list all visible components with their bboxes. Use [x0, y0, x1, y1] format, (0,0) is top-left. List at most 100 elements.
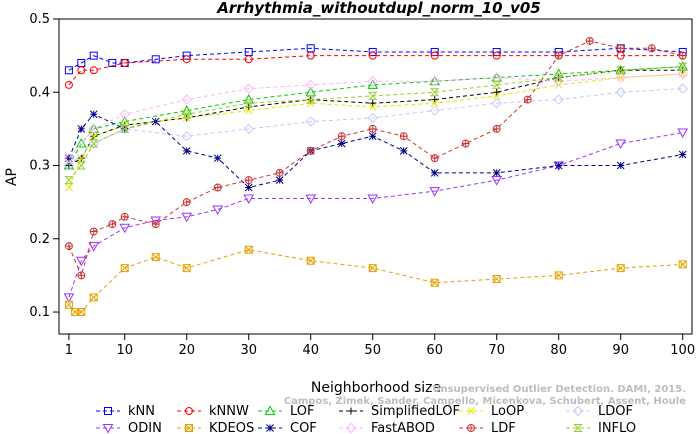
legend-label: kNN: [128, 404, 155, 419]
data-point: [523, 95, 532, 104]
data-point: [677, 62, 688, 71]
legend-label: LoOP: [491, 404, 524, 419]
series-fastabod: [63, 68, 688, 164]
series-inflo: [64, 62, 688, 185]
data-point: [64, 176, 74, 185]
legend-item-knn: kNN: [96, 404, 155, 419]
data-point: [306, 146, 315, 155]
data-point: [492, 168, 501, 177]
series-group: [63, 36, 689, 317]
x-tick-label: 40: [302, 343, 319, 358]
y-axis-title: AP: [4, 168, 20, 186]
x-tick-label: 1: [65, 343, 73, 358]
data-point: [368, 124, 377, 133]
data-point: [347, 407, 355, 415]
data-point: [89, 132, 98, 141]
data-point: [305, 116, 316, 127]
data-point: [275, 176, 284, 185]
legend-item-kdeos: KDEOS: [177, 421, 254, 434]
data-point: [76, 161, 87, 170]
data-point: [120, 124, 130, 133]
series-cof: [65, 110, 687, 192]
data-point: [104, 407, 112, 415]
data-point: [429, 105, 440, 116]
legend-label: LOF: [290, 404, 315, 419]
data-point: [88, 123, 99, 135]
data-point: [615, 87, 626, 98]
data-point: [181, 94, 192, 105]
data-point: [492, 124, 501, 133]
legend-item-ldf: LDF: [459, 421, 516, 434]
data-point: [181, 131, 192, 142]
legend-label: KDEOS: [209, 421, 254, 434]
data-point: [185, 407, 193, 415]
data-point: [368, 103, 377, 111]
series-knn: [64, 44, 687, 75]
data-point: [64, 242, 73, 251]
data-point: [243, 83, 254, 94]
x-tick-label: 10: [116, 343, 133, 358]
x-tick-label: 100: [670, 343, 695, 358]
data-point: [430, 99, 439, 108]
series-lof: [63, 61, 689, 170]
data-point: [88, 242, 100, 252]
data-point: [572, 405, 584, 417]
data-point: [430, 51, 439, 60]
legend-label: FastABOD: [371, 421, 435, 434]
data-point: [615, 66, 626, 75]
data-point: [491, 176, 503, 186]
data-point: [120, 58, 129, 67]
data-point: [182, 55, 191, 64]
data-point: [554, 51, 563, 60]
data-point: [677, 83, 688, 94]
data-point: [89, 227, 98, 236]
data-point: [491, 98, 502, 109]
data-point: [367, 112, 378, 124]
data-point: [266, 424, 274, 432]
data-point: [553, 76, 564, 87]
data-point: [182, 110, 192, 119]
data-point: [367, 79, 379, 89]
series-line: [68, 66, 683, 181]
data-point: [492, 51, 501, 60]
data-point: [75, 256, 87, 267]
data-point: [151, 220, 160, 229]
data-point: [491, 80, 502, 89]
data-point: [367, 76, 378, 87]
data-point: [678, 150, 687, 159]
data-point: [77, 308, 86, 317]
data-point: [89, 110, 98, 119]
data-point: [244, 245, 253, 254]
data-point: [585, 36, 594, 45]
legend-item-inflo: INFLO: [566, 421, 636, 434]
x-tick-label: 60: [426, 343, 443, 358]
data-point: [429, 187, 441, 197]
series-line: [68, 249, 683, 313]
data-point: [151, 55, 160, 64]
data-point: [554, 271, 563, 280]
data-point: [573, 424, 583, 432]
plot-area: [58, 18, 693, 335]
data-point: [88, 123, 100, 133]
data-point: [64, 80, 73, 89]
data-point: [615, 139, 627, 150]
legend-label: SimplifiedLOF: [371, 404, 460, 419]
data-point: [467, 424, 476, 432]
data-point: [64, 66, 73, 75]
data-point: [151, 253, 160, 262]
data-point: [399, 132, 408, 141]
data-point: [429, 76, 440, 87]
data-point: [75, 138, 87, 148]
data-point: [493, 88, 501, 96]
legend-item-fastabod: FastABOD: [339, 421, 435, 434]
data-point: [77, 66, 86, 75]
credit-line-2: Unsupervised Outlier Detection. DAMI, 20…: [432, 384, 686, 395]
data-point: [369, 99, 377, 107]
series-line: [68, 47, 683, 71]
data-point: [244, 55, 253, 64]
data-point: [182, 147, 191, 155]
legend-label: ODIN: [128, 421, 162, 434]
data-point: [120, 264, 129, 273]
legend-label: kNNW: [209, 404, 249, 419]
data-point: [243, 123, 254, 135]
